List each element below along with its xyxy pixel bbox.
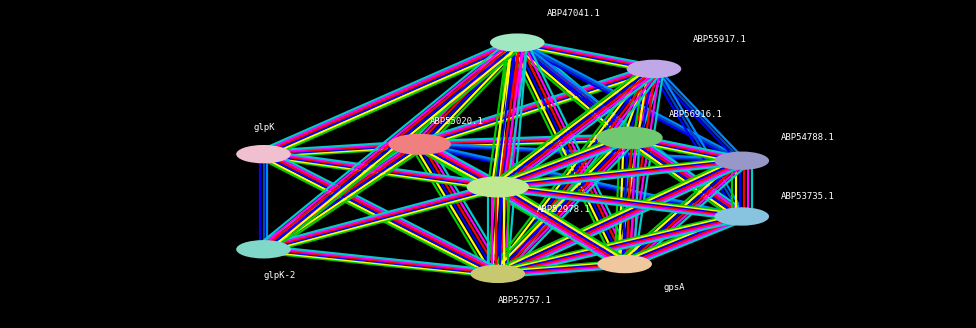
Text: glpK-2: glpK-2 xyxy=(264,271,296,280)
Circle shape xyxy=(714,207,769,226)
Text: ABP54788.1: ABP54788.1 xyxy=(781,133,834,142)
Circle shape xyxy=(236,240,291,258)
Text: ABP52978.1: ABP52978.1 xyxy=(537,205,590,215)
Text: ABP56916.1: ABP56916.1 xyxy=(669,110,722,119)
Text: ABP53735.1: ABP53735.1 xyxy=(781,192,834,201)
Text: glpK: glpK xyxy=(254,123,275,133)
Circle shape xyxy=(470,265,525,283)
Circle shape xyxy=(490,33,545,52)
Circle shape xyxy=(467,176,529,197)
Text: ABP55020.1: ABP55020.1 xyxy=(429,117,483,126)
Circle shape xyxy=(627,60,681,78)
Text: gpsA: gpsA xyxy=(664,282,685,292)
Circle shape xyxy=(388,134,451,155)
Circle shape xyxy=(714,152,769,170)
Circle shape xyxy=(596,127,663,149)
Text: ABP47041.1: ABP47041.1 xyxy=(547,9,600,18)
Text: ABP52757.1: ABP52757.1 xyxy=(498,296,551,305)
Circle shape xyxy=(597,255,652,273)
Text: ABP55917.1: ABP55917.1 xyxy=(693,35,747,44)
Circle shape xyxy=(236,145,291,163)
